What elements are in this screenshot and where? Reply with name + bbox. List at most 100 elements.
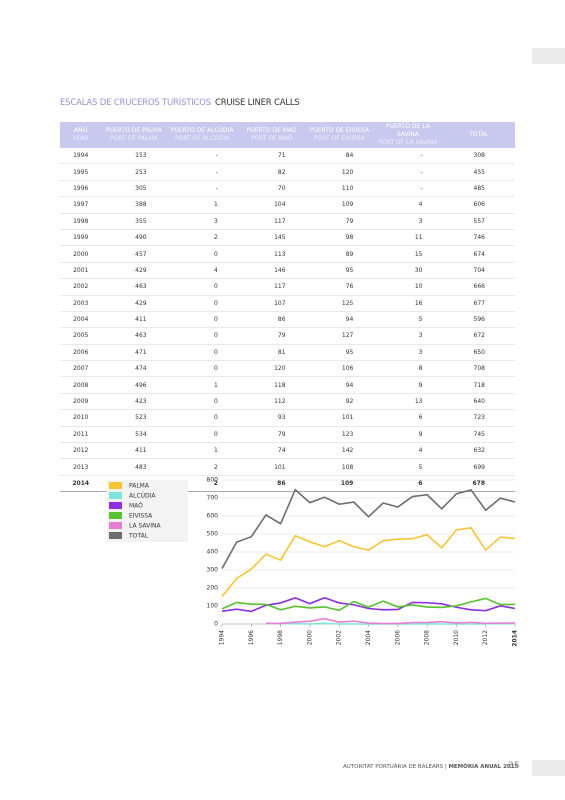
series-line — [221, 596, 516, 613]
table-cell: 6 — [373, 409, 443, 427]
header-en: PORT OF MAÓ — [250, 135, 293, 142]
series-line — [265, 617, 516, 625]
footer-sep: | — [444, 764, 447, 770]
table-cell: 123 — [305, 426, 374, 444]
table-cell: 9 — [373, 426, 443, 444]
table-cell: 13 — [373, 393, 443, 411]
header-en: YEAR — [72, 135, 89, 142]
table-cell: 1996 — [60, 180, 102, 198]
table-cell: 557 — [442, 213, 515, 230]
table-cell: 146 — [237, 262, 306, 280]
table-cell: 101 — [237, 458, 306, 476]
table-cell: 79 — [305, 213, 374, 230]
legend-label: MAÓ — [129, 503, 143, 510]
table-cell: 79 — [237, 327, 306, 345]
table-cell: 71 — [237, 148, 306, 165]
table-cell: 81 — [237, 344, 306, 362]
legend-swatch — [109, 492, 122, 499]
table-cell: 457 — [101, 245, 167, 263]
table-cell: 746 — [442, 229, 515, 247]
table-cell: 429 — [101, 295, 167, 312]
y-tick-label: 600 — [207, 513, 219, 520]
table-row: 1994 153-71 84-308 — [60, 148, 515, 165]
table-cell: 79 — [237, 426, 306, 444]
y-tick-label: 800 — [207, 477, 219, 484]
data-table: AÑO YEAR PUERTO DE PALMA PORT OF PALMA PUERT… — [60, 122, 515, 493]
header-cell: PUERTO DE PALMA PORT OF PALMA — [101, 122, 167, 148]
table-cell: 9 — [373, 376, 443, 394]
table-cell: 2005 — [60, 327, 102, 345]
header-en: PORT OF ALCÚDIA — [175, 135, 230, 142]
legend-label: ALCÚDIA — [129, 493, 156, 500]
table-cell: 153 — [101, 148, 167, 165]
table-cell: 76 — [305, 278, 374, 296]
table-cell: 94 — [305, 311, 374, 329]
x-tick-label: 2008 — [424, 630, 431, 645]
table-cell: 118 — [237, 376, 306, 394]
table-cell: 490 — [101, 229, 167, 247]
legend-label: PALMA — [129, 483, 150, 490]
legend-label: EIVISSA — [129, 513, 153, 520]
table-cell: 0 — [166, 393, 238, 411]
table-cell: 11 — [373, 229, 443, 247]
header-cell: PUERTO DE ALCÚDIA PORT OF ALCÚDIA — [166, 122, 238, 148]
table-row: 2002 463 0 117 76 10 666 — [60, 278, 515, 296]
table-cell: 677 — [442, 295, 515, 312]
table-cell: 708 — [442, 360, 515, 378]
legend-label: TOTAL — [128, 533, 149, 540]
header-cell: PUERTO DE MAÓ PORT OF MAÓ — [237, 122, 306, 148]
table-cell: 534 — [101, 426, 167, 444]
y-tick-label: 500 — [207, 531, 219, 538]
table-cell: 94 — [305, 376, 374, 394]
table-cell: 640 — [442, 393, 515, 411]
page-number: 35 — [508, 761, 520, 771]
table-cell: 2007 — [60, 360, 102, 378]
table-cell: 6 — [373, 475, 443, 493]
header-en: PORT OF LA SAVINA — [378, 139, 438, 146]
x-tick-label: 2010 — [453, 630, 460, 645]
table-row: 2005 463 0 79 127 3 672 — [60, 327, 515, 345]
table-cell: 606 — [442, 196, 515, 214]
table-cell: 98 — [305, 229, 374, 247]
table-cell: 1 — [166, 442, 238, 460]
table-cell: 104 — [237, 196, 306, 214]
table-cell: 0 — [166, 295, 238, 312]
table-cell: 523 — [101, 409, 167, 427]
legend-box — [107, 480, 188, 542]
table-cell: 632 — [442, 442, 515, 460]
table-cell: 2001 — [60, 262, 102, 280]
table-row: 2004 411 0 86 94 5 596 — [60, 311, 515, 329]
table-cell: 2013 — [60, 458, 102, 476]
table-cell: 388 — [101, 196, 167, 214]
header-cell: PUERTO DE EIVISSA PORT OF EIVISSA — [305, 122, 374, 148]
table-cell: 109 — [305, 196, 374, 214]
table-cell: 15 — [373, 245, 443, 263]
table-cell: 2008 — [60, 376, 102, 394]
table-cell: 596 — [442, 311, 515, 329]
table-cell: 305 — [101, 180, 167, 198]
table-cell: 2004 — [60, 311, 102, 329]
table-cell: 672 — [442, 327, 515, 345]
table-cell: 2010 — [60, 409, 102, 427]
table-cell: 0 — [166, 409, 238, 427]
table-cell: - — [166, 180, 238, 198]
x-tick-label: 1998 — [277, 630, 284, 645]
section-title: ESCALAS DE CRUCEROS TURÍSTICOS CRUISE LIN… — [60, 98, 300, 108]
table-cell: 423 — [101, 393, 167, 411]
table-cell: 5 — [373, 311, 443, 329]
series-line — [221, 597, 516, 612]
table-cell: 84 — [305, 148, 374, 165]
table-cell: 0 — [166, 344, 238, 362]
y-tick-label: 100 — [207, 603, 219, 610]
table-cell: 1 — [166, 376, 238, 394]
table-row: 1996 305-70 110-485 — [60, 180, 515, 198]
table-cell: 30 — [373, 262, 443, 280]
table-cell: 463 — [101, 327, 167, 345]
header-en: PORT OF PALMA — [110, 135, 158, 142]
table-cell: 8 — [373, 360, 443, 378]
table-cell: 16 — [373, 295, 443, 312]
table-cell: 666 — [442, 278, 515, 296]
x-tick-label: 1996 — [248, 630, 255, 645]
title-es: ESCALAS DE CRUCEROS TURÍSTICOS — [60, 98, 211, 108]
